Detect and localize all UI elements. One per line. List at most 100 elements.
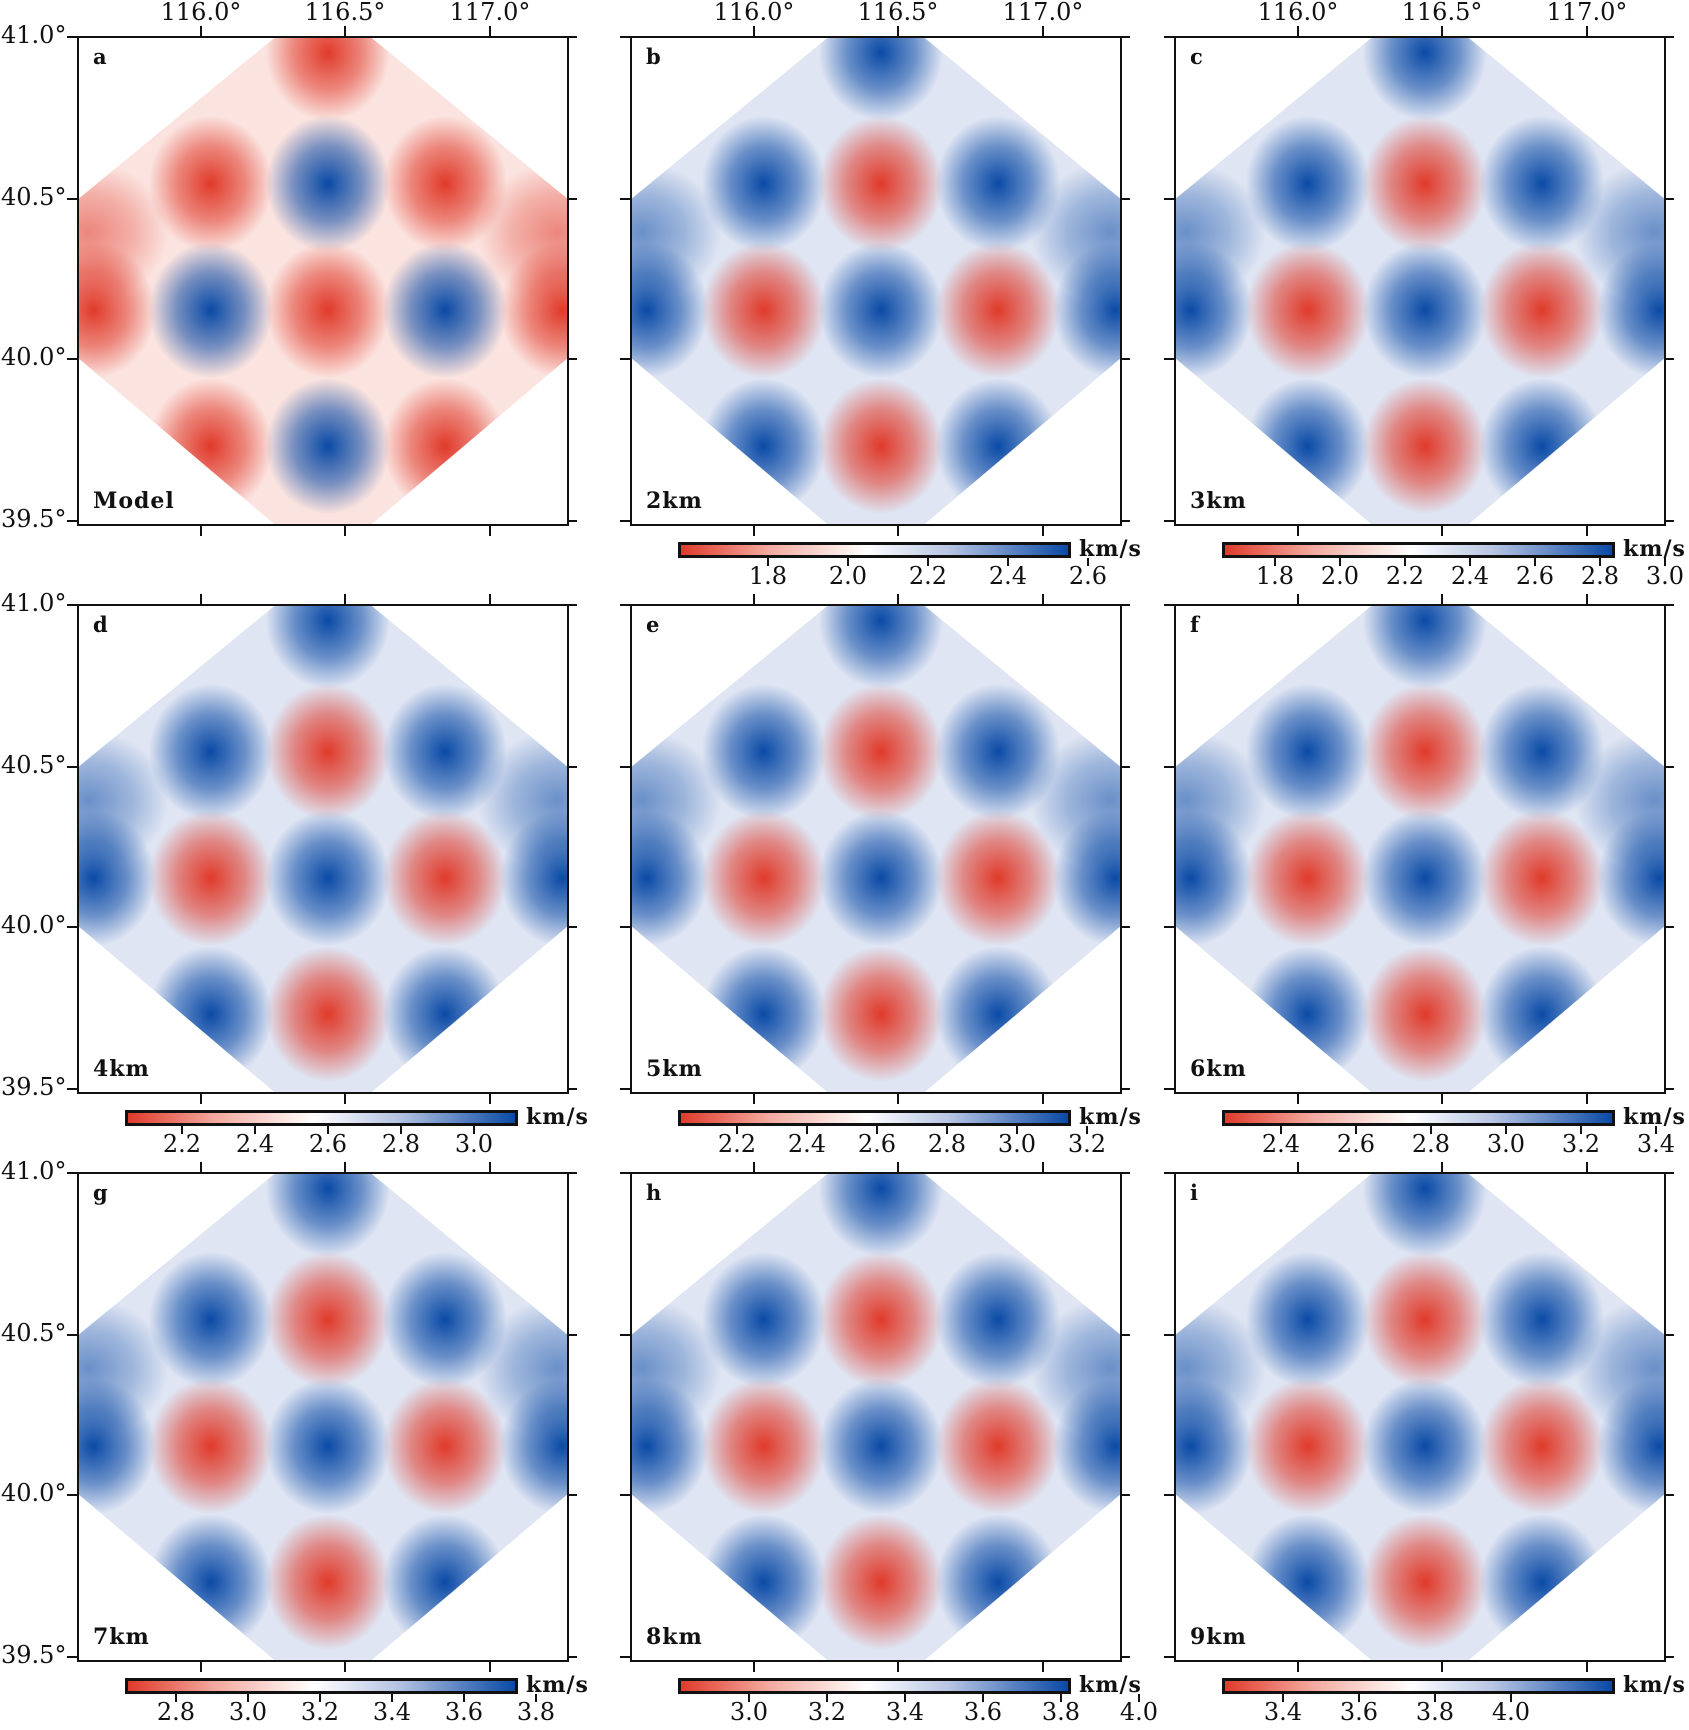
velocity-field — [1176, 606, 1664, 1092]
colorbar-tick — [1280, 1126, 1282, 1134]
low-velocity-anomaly — [79, 242, 156, 379]
colorbar-tick — [826, 1694, 828, 1702]
colorbar-tick-label: 2.8 — [381, 1130, 421, 1158]
lat-tick — [1664, 520, 1674, 522]
colorbar — [678, 1678, 1071, 1694]
panel-e: e 5km km/s 2.2 2.4 2.6 2.8 3.0 3.2 — [620, 594, 1141, 1158]
lon-tick — [753, 526, 755, 536]
colorbar-tick-label: 3.2 — [1561, 1130, 1601, 1158]
high-velocity-anomaly — [701, 1514, 826, 1651]
panel-i: i 9km km/s 3.4 3.6 3.8 4.0 — [1164, 1162, 1685, 1726]
high-velocity-anomaly — [1480, 378, 1604, 515]
lat-tick — [1664, 926, 1674, 928]
lat-tick — [620, 36, 630, 38]
low-velocity-anomaly — [148, 115, 273, 252]
edge-anomaly — [1015, 987, 1120, 1092]
map-frame: g 7km — [77, 1172, 569, 1662]
edge-anomaly — [1015, 1555, 1120, 1660]
panel-b: b 2km 116.0° 116.5° 117.0° km/s 1.8 2.0 2.2 2.4 2.… — [620, 0, 1141, 590]
high-velocity-anomaly — [148, 242, 273, 379]
colorbar-tick-label: 3.0 — [228, 1698, 268, 1726]
colorbar-tick-label: 3.6 — [963, 1698, 1003, 1726]
lat-tick — [567, 520, 577, 522]
high-velocity-anomaly — [1362, 38, 1487, 121]
colorbar-tick-label: 3.6 — [1339, 1698, 1379, 1726]
low-velocity-anomaly — [1245, 1378, 1370, 1515]
low-velocity-anomaly — [383, 115, 507, 252]
lat-tick — [567, 36, 577, 38]
colorbar-tick-label: 2.6 — [1068, 562, 1108, 590]
lat-tick — [1164, 1656, 1174, 1658]
panel-letter: a — [93, 44, 107, 69]
high-velocity-anomaly — [701, 115, 826, 252]
longitude-label: 116.5° — [1401, 0, 1483, 26]
depth-label: 5km — [646, 1056, 703, 1082]
high-velocity-anomaly — [818, 38, 943, 121]
high-velocity-anomaly — [383, 946, 507, 1083]
lon-tick — [1042, 594, 1044, 604]
lon-tick — [1441, 594, 1443, 604]
colorbar — [678, 542, 1071, 558]
colorbar-unit: km/s — [1623, 536, 1686, 562]
latitude-label: 40.5° — [1, 751, 67, 779]
lat-tick — [1164, 766, 1174, 768]
edge-anomaly — [1559, 1555, 1664, 1660]
colorbar-unit: km/s — [1623, 1672, 1686, 1698]
latitude-label: 40.0° — [1, 911, 67, 939]
low-velocity-anomaly — [1245, 242, 1370, 379]
lat-tick — [1664, 358, 1674, 360]
velocity-field — [1176, 1174, 1664, 1660]
lon-tick — [489, 1094, 491, 1104]
colorbar-tick-label: 3.0 — [729, 1698, 769, 1726]
low-velocity-anomaly — [818, 683, 943, 820]
longitude-label: 116.5° — [857, 0, 939, 26]
colorbar-tick-label: 3.2 — [300, 1698, 340, 1726]
longitude-label: 116.0° — [1257, 0, 1339, 26]
depth-label: 6km — [1190, 1056, 1247, 1082]
lat-tick — [1164, 36, 1174, 38]
lon-tick — [1441, 1662, 1443, 1672]
colorbar-tick-label: 2.8 — [1411, 1130, 1451, 1158]
lon-tick — [1297, 594, 1299, 604]
high-velocity-anomaly — [265, 378, 390, 515]
latitude-label: 40.0° — [1, 1479, 67, 1507]
colorbar-tick — [1505, 1126, 1507, 1134]
lat-tick — [1164, 1172, 1174, 1174]
panel-letter: d — [93, 612, 108, 637]
colorbar-unit: km/s — [1623, 1104, 1686, 1130]
lat-tick — [620, 520, 630, 522]
depth-label: 9km — [1190, 1624, 1247, 1650]
high-velocity-anomaly — [1480, 1514, 1604, 1651]
high-velocity-anomaly — [1053, 810, 1120, 947]
high-velocity-anomaly — [818, 606, 943, 689]
colorbar-tick — [736, 1126, 738, 1134]
lon-tick — [200, 26, 202, 36]
colorbar-tick — [1087, 558, 1089, 566]
lon-tick — [1297, 1094, 1299, 1104]
colorbar-tick — [1355, 1126, 1357, 1134]
colorbar-tick — [1086, 1126, 1088, 1134]
lat-tick — [1164, 1334, 1174, 1336]
latitude-label: 40.5° — [1, 183, 67, 211]
lat-tick — [1664, 1334, 1674, 1336]
lon-tick — [1441, 1094, 1443, 1104]
low-velocity-anomaly — [265, 1514, 390, 1651]
colorbar-tick-label: 2.6 — [1336, 1130, 1376, 1158]
lat-tick — [620, 1494, 630, 1496]
lat-tick — [1664, 198, 1674, 200]
colorbar-tick — [1404, 558, 1406, 566]
colorbar-tick-label: 2.0 — [1320, 562, 1360, 590]
lon-tick — [1297, 26, 1299, 36]
low-velocity-anomaly — [1362, 115, 1487, 252]
lat-tick — [67, 198, 77, 200]
high-velocity-anomaly — [1245, 946, 1370, 1083]
colorbar-tick — [904, 1694, 906, 1702]
colorbar-tick — [1060, 1694, 1062, 1702]
lon-tick — [753, 1662, 755, 1672]
velocity-field — [632, 1174, 1120, 1660]
lat-tick — [567, 198, 577, 200]
lon-tick — [489, 26, 491, 36]
colorbar-tick — [473, 1126, 475, 1134]
lon-tick — [489, 594, 491, 604]
depth-label: 8km — [646, 1624, 703, 1650]
